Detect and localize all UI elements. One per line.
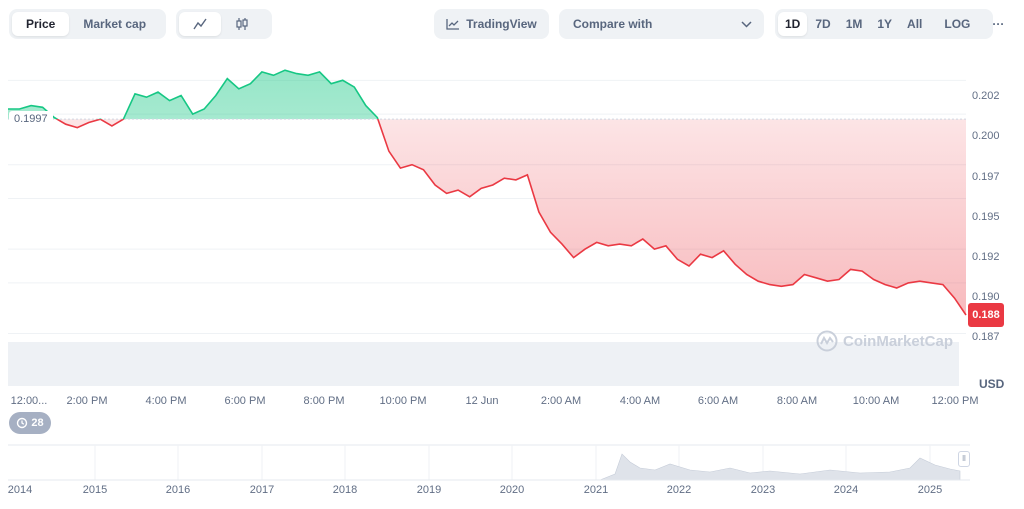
navigator-year: 2017 xyxy=(249,484,275,496)
chevron-down-icon xyxy=(741,20,752,28)
currency-label: USD xyxy=(979,377,1005,391)
y-axis-tick: 0.202 xyxy=(972,90,1000,102)
range-1m-button[interactable]: 1M xyxy=(845,17,863,31)
navigator-year: 2020 xyxy=(499,484,525,496)
compare-with-label: Compare with xyxy=(573,17,653,31)
x-axis-tick: 6:00 AM xyxy=(697,395,739,407)
line-chart-button[interactable] xyxy=(179,12,221,36)
navigator-year: 2025 xyxy=(917,484,943,496)
x-axis-tick: 12:00... xyxy=(10,395,48,407)
x-axis-tick: 12 Jun xyxy=(465,395,499,407)
y-axis-tick: 0.197 xyxy=(972,171,1000,183)
x-axis-tick: 2:00 AM xyxy=(540,395,582,407)
volume-area xyxy=(8,342,959,386)
history-icon xyxy=(17,417,28,429)
navigator-history-area xyxy=(599,453,961,481)
y-axis-tick: 0.187 xyxy=(972,331,1000,343)
start-value-label: 0.1997 xyxy=(9,111,53,127)
navigator-year: 2018 xyxy=(332,484,358,496)
tab-market-cap[interactable]: Market cap xyxy=(83,17,147,31)
chart-toolbar: Price Market cap TradingView Compare wit… xyxy=(0,0,1024,50)
log-scale-button[interactable]: LOG xyxy=(944,17,971,31)
navigator-year: 2019 xyxy=(416,484,442,496)
y-axis-tick: 0.192 xyxy=(972,251,1000,263)
price-line-down xyxy=(55,119,967,316)
price-line-up xyxy=(8,69,379,120)
navigator-year: 2015 xyxy=(82,484,108,496)
x-axis-tick: 4:00 PM xyxy=(145,395,187,407)
events-count: 28 xyxy=(31,417,44,429)
data-type-toggle: Price Market cap xyxy=(9,9,166,39)
y-axis-tick: 0.190 xyxy=(972,291,1000,303)
x-axis-tick: 4:00 AM xyxy=(619,395,661,407)
x-axis-tick: 8:00 PM xyxy=(303,395,345,407)
compare-with-select[interactable]: Compare with xyxy=(559,9,764,39)
events-badge[interactable]: 28 xyxy=(9,412,51,434)
x-axis-tick: 8:00 AM xyxy=(776,395,818,407)
above-baseline-area xyxy=(8,70,378,120)
x-axis-tick: 12:00 PM xyxy=(931,395,979,407)
range-1d-button[interactable]: 1D xyxy=(778,12,808,36)
x-axis-tick: 2:00 PM xyxy=(66,395,108,407)
watermark: CoinMarketCap xyxy=(816,330,953,352)
navigator-year: 2023 xyxy=(750,484,776,496)
range-1y-button[interactable]: 1Y xyxy=(877,17,893,31)
navigator-year: 2024 xyxy=(833,484,859,496)
current-price-tag: 0.188 xyxy=(968,303,1004,327)
candlestick-icon xyxy=(236,18,248,30)
navigator-year: 2022 xyxy=(666,484,692,496)
price-series xyxy=(8,69,967,316)
tradingview-label: TradingView xyxy=(466,17,537,31)
chart-kind-toggle xyxy=(176,9,272,39)
time-range-toggle: 1D 7D 1M 1Y All LOG ··· xyxy=(775,9,1004,39)
range-all-button[interactable]: All xyxy=(907,17,923,31)
x-axis-tick: 10:00 PM xyxy=(379,395,427,407)
range-7d-button[interactable]: 7D xyxy=(815,17,831,31)
x-axis-tick: 6:00 PM xyxy=(224,395,266,407)
y-axis-tick: 0.200 xyxy=(972,130,1000,142)
below-baseline-area xyxy=(8,119,966,315)
navigator-year: 2021 xyxy=(583,484,609,496)
more-options-button[interactable]: ··· xyxy=(992,17,1005,31)
coinmarketcap-logo-icon xyxy=(816,330,838,352)
navigator-year: 2014 xyxy=(7,484,33,496)
tradingview-button[interactable]: TradingView xyxy=(434,9,549,39)
tradingview-icon xyxy=(446,19,460,30)
line-chart-icon xyxy=(193,18,207,30)
navigator-drag-handle[interactable]: ll xyxy=(958,451,970,467)
x-axis-tick: 10:00 AM xyxy=(852,395,900,407)
candlestick-chart-button[interactable] xyxy=(221,12,263,36)
navigator-year: 2016 xyxy=(165,484,191,496)
tab-price[interactable]: Price xyxy=(12,12,70,36)
watermark-text: CoinMarketCap xyxy=(843,332,954,350)
y-axis-tick: 0.195 xyxy=(972,211,1000,223)
price-chart[interactable] xyxy=(0,50,1024,509)
